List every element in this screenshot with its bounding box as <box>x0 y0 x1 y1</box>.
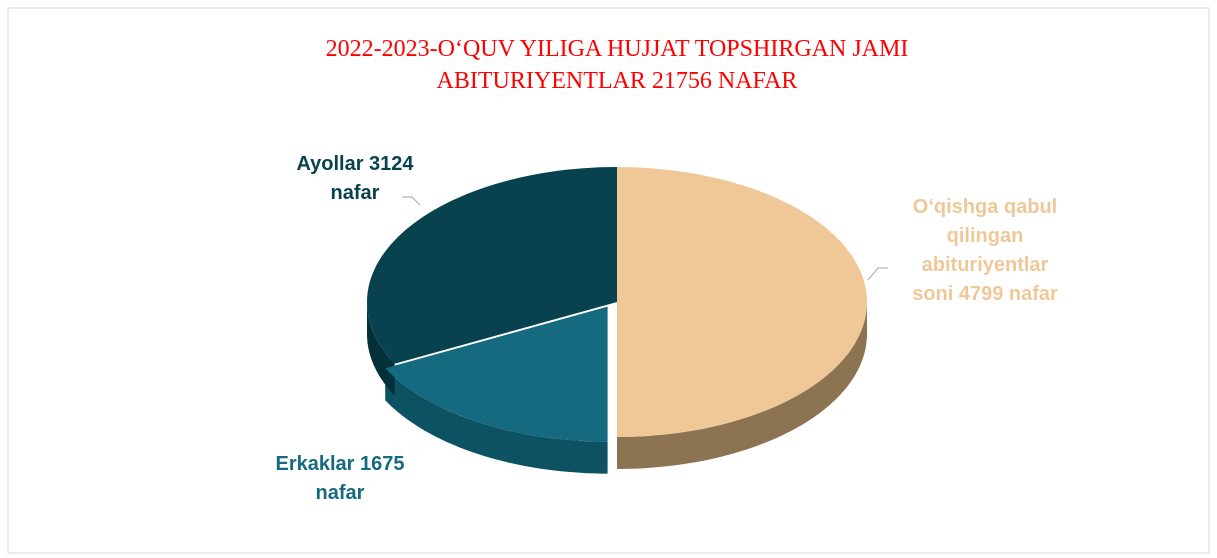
data-label-line: qilingan <box>947 225 1024 247</box>
slice <box>367 167 617 364</box>
data-label-line: nafar <box>316 482 365 504</box>
data-label-line: O‘qishga qabul <box>913 196 1057 218</box>
data-label: O‘qishga qabul qilingan abituriyentlar soni… <box>912 196 1058 305</box>
slice <box>385 306 608 442</box>
slice <box>617 167 867 437</box>
data-label: Ayollar 3124 nafar <box>296 153 414 204</box>
leader-line <box>867 267 888 281</box>
slice-side <box>385 368 608 474</box>
data-label-line: Erkaklar 1675 <box>275 453 404 475</box>
slice-side <box>617 302 867 469</box>
data-label-line: nafar <box>331 182 380 204</box>
chart-title: ABITURIYENTLAR 21756 NAFAR <box>437 68 798 94</box>
data-label-line: abituriyentlar <box>922 254 1049 276</box>
leader-line <box>402 196 421 206</box>
data-label-line: soni 4799 nafar <box>912 283 1058 305</box>
data-label-line: Ayollar 3124 <box>296 153 414 175</box>
slice-side <box>367 302 395 396</box>
chart-title: 2022-2023-O‘QUV YILIGA HUJJAT TOPSHIRGAN… <box>326 36 909 62</box>
data-label: Erkaklar 1675 nafar <box>275 453 404 504</box>
chart-border <box>7 7 1210 554</box>
